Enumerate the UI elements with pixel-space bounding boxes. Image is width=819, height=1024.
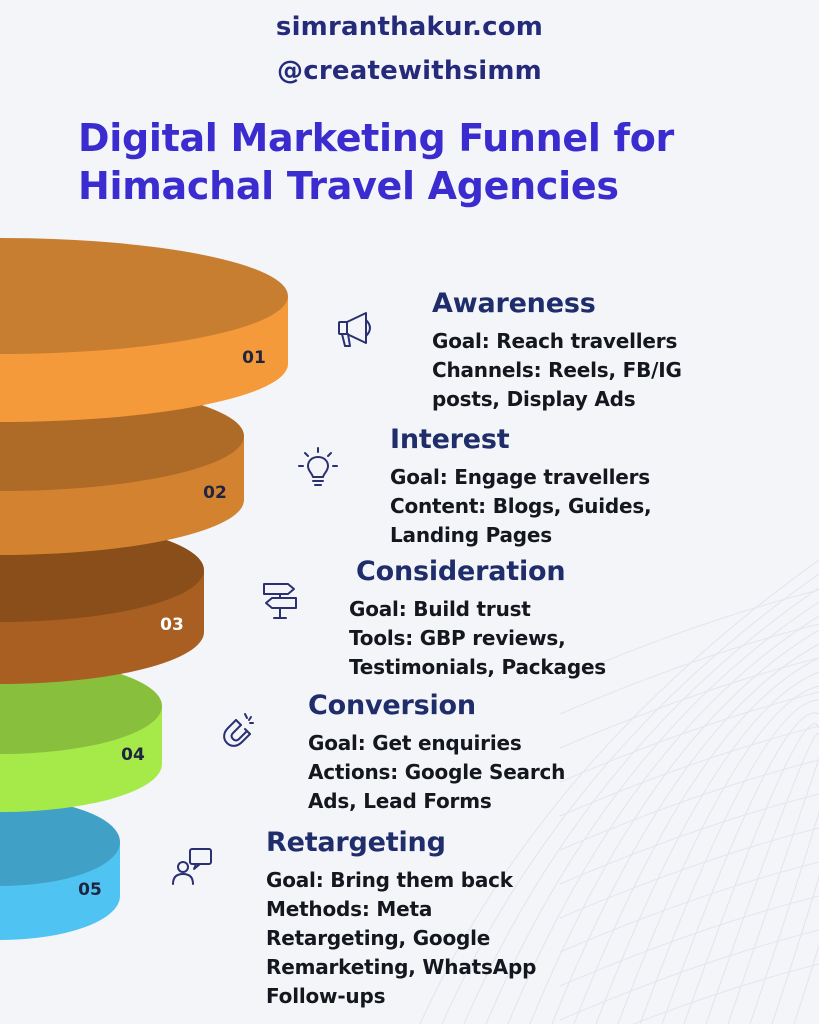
stage-line: Retargeting, Google (266, 926, 491, 950)
stage-line: Goal: Bring them back (266, 868, 513, 892)
funnel-layer-top (0, 238, 288, 354)
page-title-line-1: Digital Marketing Funnel for (78, 116, 674, 160)
background-line (551, 643, 819, 1024)
lightbulb-icon (296, 446, 340, 490)
stage-line: Content: Blogs, Guides, (390, 494, 652, 518)
funnel-layer-number: 05 (78, 880, 102, 900)
background-line (559, 589, 819, 681)
stage-line: Goal: Build trust (349, 597, 531, 621)
stage-retargeting: Retargeting Goal: Bring them back Method… (266, 826, 536, 1011)
stage-line: posts, Display Ads (432, 387, 636, 411)
stage-title: Consideration (356, 556, 566, 587)
stage-title: Interest (390, 424, 510, 455)
background-line (419, 559, 819, 1024)
stage-line: Follow-ups (266, 984, 386, 1008)
stage-awareness: Awareness Goal: Reach travellers Channel… (432, 287, 682, 414)
background-line (749, 768, 819, 1024)
stage-description: Goal: Reach travellers Channels: Reels, … (432, 327, 682, 414)
funnel-layer-number: 04 (121, 745, 145, 765)
user-chat-icon (170, 846, 214, 890)
stage-line: Tools: GBP reviews, (349, 626, 566, 650)
background-line (661, 712, 819, 1024)
background-line (559, 895, 819, 987)
funnel-layer-number: 02 (203, 483, 227, 503)
background-line (617, 685, 819, 1024)
stage-description: Goal: Bring them back Methods: Meta Reta… (266, 866, 536, 1011)
stage-line: Goal: Reach travellers (432, 329, 678, 353)
stage-conversion: Conversion Goal: Get enquiries Actions: … (308, 689, 565, 816)
stage-line: Methods: Meta (266, 897, 433, 921)
magnet-icon (212, 710, 256, 754)
funnel-layer-05: 05 (0, 798, 120, 940)
background-line (441, 573, 819, 1024)
funnel-layer-01: 01 (0, 238, 288, 422)
background-line (683, 723, 819, 1024)
background-line (559, 623, 819, 715)
stage-line: Landing Pages (390, 523, 552, 547)
site-url: simranthakur.com (275, 12, 544, 42)
funnel-layer-number: 01 (242, 348, 266, 368)
background-line (463, 587, 819, 1024)
background-line (771, 783, 819, 1024)
stage-description: Goal: Build trust Tools: GBP reviews, Te… (349, 595, 606, 682)
stage-line: Goal: Engage travellers (390, 465, 650, 489)
background-line (559, 691, 819, 783)
background-line (559, 759, 819, 851)
funnel-layer-top (0, 798, 120, 886)
social-handle: @createwithsimm (277, 56, 542, 86)
background-line (727, 754, 819, 1024)
stage-line: Testimonials, Packages (349, 655, 607, 679)
signpost-icon (258, 578, 302, 622)
background-line (559, 827, 819, 919)
background-line (529, 629, 819, 1024)
background-line (559, 861, 819, 953)
stage-description: Goal: Engage travellers Content: Blogs, … (390, 463, 652, 550)
page-title-line-2: Himachal Travel Agencies (78, 164, 619, 208)
stage-line: Ads, Lead Forms (308, 789, 492, 813)
stage-line: Actions: Google Search (308, 760, 566, 784)
background-line (485, 601, 819, 1024)
megaphone-icon (336, 308, 380, 352)
stage-line: Channels: Reels, FB/IG (432, 358, 682, 382)
background-line (573, 657, 819, 1024)
background-line (632, 963, 819, 1024)
stage-consideration: Consideration Goal: Build trust Tools: G… (349, 555, 606, 682)
background-line (507, 615, 819, 1024)
background-line (559, 929, 819, 1021)
background-line (559, 725, 819, 817)
funnel-layer-number: 03 (160, 615, 184, 635)
stage-line: Remarketing, WhatsApp (266, 955, 537, 979)
stage-line: Goal: Get enquiries (308, 731, 522, 755)
background-line (595, 671, 819, 1024)
stage-title: Awareness (432, 288, 596, 319)
background-line (559, 793, 819, 885)
stage-interest: Interest Goal: Engage travellers Content… (390, 423, 652, 550)
stage-description: Goal: Get enquiries Actions: Google Sear… (308, 729, 565, 816)
stage-title: Conversion (308, 690, 476, 721)
stage-title: Retargeting (266, 827, 446, 858)
background-line (559, 657, 819, 749)
